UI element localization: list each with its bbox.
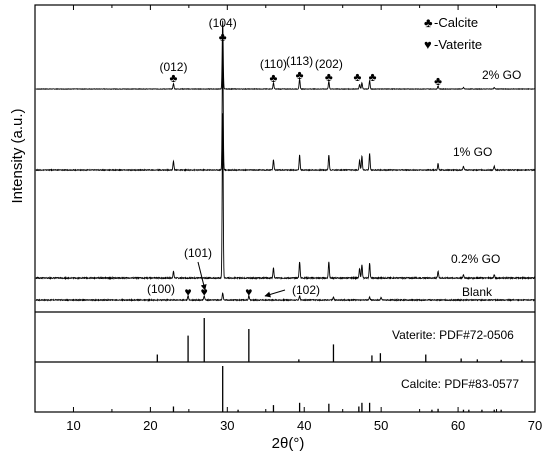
y-axis-label: Intensity (a.u.): [9, 108, 26, 203]
series-line-0: [35, 20, 535, 91]
calcite-marker-3: ♣: [296, 68, 304, 82]
calcite-hkl-label-1: (104): [209, 16, 237, 30]
legend-calcite-symbol: ♣: [424, 15, 433, 30]
calcite-marker-6: ♣: [369, 70, 377, 84]
calcite-hkl-label-4: (202): [315, 57, 343, 71]
arrow-102: [264, 289, 286, 298]
series-label-1pct-go: 1% GO: [453, 145, 492, 159]
series-line-3: [35, 292, 535, 302]
series-line-2: [35, 113, 535, 281]
calcite-marker-7: ♣: [434, 74, 442, 88]
vaterite-hkl-label-1: (101): [184, 246, 212, 260]
x-axis-label: 2θ(°): [272, 435, 305, 452]
vaterite-marker-0: ♥: [185, 285, 192, 299]
x-tick-label-4: 50: [374, 418, 388, 433]
calcite-marker-2: ♣: [270, 71, 278, 85]
vaterite-marker-2: ♥: [245, 285, 252, 299]
x-tick-label-3: 40: [297, 418, 311, 433]
series-line-1: [35, 45, 535, 172]
series-label-2pct-go: 2% GO: [482, 68, 521, 82]
series-label-blank: Blank: [462, 285, 493, 299]
calcite-marker-4: ♣: [325, 70, 333, 84]
calcite-reference-label: Calcite: PDF#83-0577: [401, 377, 519, 391]
calcite-marker-5: ♣: [353, 70, 361, 84]
series-group: [35, 20, 535, 302]
legend-calcite-label: -Calcite: [434, 15, 478, 30]
plot-frame-group: 10 20 30 40 50 60 70: [34, 4, 542, 433]
series-label-0-2pct-go: 0.2% GO: [451, 252, 500, 266]
x-tick-label-5: 60: [451, 418, 465, 433]
vaterite-hkl-label-0: (100): [147, 282, 175, 296]
vaterite-hkl-label-2: (102): [292, 283, 320, 297]
legend-vaterite-symbol: ♥: [424, 37, 432, 52]
x-tick-label-2: 30: [220, 418, 234, 433]
x-tick-label-6: 70: [528, 418, 542, 433]
legend: ♣ -Calcite ♥ -Vaterite: [424, 15, 482, 52]
vaterite-marker-1: ♥: [201, 285, 208, 299]
calcite-hkl-label-2: (110): [260, 57, 287, 71]
calcite-hkl-label-0: (012): [159, 60, 187, 74]
calcite-hkl-label-3: (113): [286, 54, 313, 68]
arrow-101: [197, 261, 207, 291]
plot-frame: [34, 4, 536, 413]
x-tick-label-0: 10: [66, 418, 80, 433]
x-tick-label-1: 20: [143, 418, 157, 433]
legend-vaterite-label: -Vaterite: [434, 37, 482, 52]
calcite-marker-1: ♣: [219, 30, 227, 44]
calcite-marker-0: ♣: [170, 71, 178, 85]
vaterite-reference-label: Vaterite: PDF#72-0506: [392, 328, 514, 342]
annotations-group: ♣♣♣ ♣ ♣ ♣ ♣ ♣(012)(104)(110) (113) (202)♥ ♥ ♥(100…: [147, 16, 442, 299]
